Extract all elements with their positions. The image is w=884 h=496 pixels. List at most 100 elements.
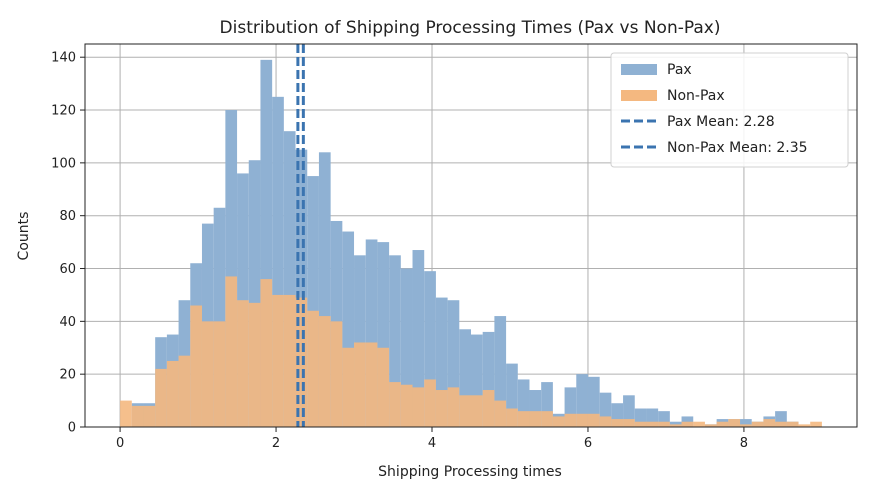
x-tick-label: 0	[116, 436, 124, 451]
x-tick-label: 2	[272, 436, 280, 451]
histogram-bar	[190, 305, 202, 427]
histogram-bar	[623, 395, 635, 427]
histogram-bar	[506, 363, 518, 427]
y-axis-ticks: 0 20 40 60 80 100 120 140	[51, 51, 85, 436]
histogram-bar	[260, 279, 273, 427]
histogram-bar	[681, 416, 694, 427]
histogram-bar	[658, 411, 670, 427]
histogram-bar	[342, 231, 355, 427]
histogram-bar	[166, 360, 179, 427]
histogram-bar	[599, 416, 612, 427]
y-tick-label: 60	[59, 262, 76, 277]
histogram-bar	[365, 342, 378, 427]
histogram-bar	[237, 300, 249, 427]
histogram-bar	[798, 424, 811, 427]
histogram-bar	[120, 400, 132, 427]
histogram-bar	[646, 421, 659, 427]
plot-frame	[84, 43, 858, 428]
histogram-bar	[658, 421, 670, 427]
legend: Pax Non-Pax Pax Mean: 2.28 Non-Pax Mean: 2.…	[610, 52, 849, 168]
histogram-bar	[751, 421, 764, 427]
histogram-bar	[634, 408, 647, 427]
histogram-bar	[412, 250, 425, 427]
legend-swatch	[621, 64, 657, 75]
histogram-bar	[178, 355, 191, 427]
histogram-bar	[786, 421, 799, 427]
y-tick-label: 100	[51, 156, 76, 171]
histogram-bar	[342, 347, 355, 427]
histogram-bar	[459, 329, 471, 427]
x-axis-ticks: 0 2 4 6 8	[116, 427, 748, 451]
legend-label: Non-Pax	[667, 88, 725, 104]
histogram-bar	[447, 387, 460, 427]
histogram-bar	[377, 242, 390, 427]
histogram-bar	[552, 416, 565, 427]
histogram-bar	[471, 334, 483, 427]
x-tick-label: 8	[740, 436, 748, 451]
histogram-bar	[412, 387, 425, 427]
histogram-bar	[576, 413, 588, 427]
histogram-bar	[810, 421, 822, 427]
y-tick-label: 120	[51, 104, 76, 119]
histogram-bar	[646, 408, 659, 427]
histogram-bar	[587, 376, 600, 427]
histogram-bar	[576, 374, 588, 427]
histogram-bar	[213, 321, 226, 427]
histogram-bar	[400, 268, 413, 427]
histogram-bar	[272, 294, 284, 427]
histogram-bar	[506, 408, 518, 427]
histogram-bar	[763, 419, 776, 427]
histogram-bar	[307, 310, 319, 427]
histogram-bar	[587, 413, 600, 427]
histogram-bar	[155, 368, 167, 427]
histogram-bar	[389, 382, 401, 427]
y-tick-label: 80	[59, 209, 76, 224]
histogram-bar	[716, 421, 729, 427]
histogram-bar	[447, 300, 460, 427]
mean-lines	[296, 44, 305, 427]
histogram-bar	[330, 321, 343, 427]
legend-label: Non-Pax Mean: 2.35	[667, 140, 808, 156]
histogram-bar	[529, 390, 542, 427]
histogram-bar	[260, 59, 273, 428]
histogram-bar	[318, 152, 331, 427]
histogram-bar	[201, 321, 214, 427]
histogram-bar	[494, 400, 507, 427]
histogram-bar	[482, 331, 495, 427]
legend-swatch	[621, 90, 657, 101]
histogram-bar	[740, 424, 752, 427]
histogram-bar	[775, 411, 787, 427]
y-axis-label: Counts	[16, 212, 32, 261]
histogram-bar	[248, 302, 261, 427]
histogram-bar	[564, 413, 577, 427]
histogram-bar	[693, 421, 705, 427]
histogram-bar	[681, 421, 694, 427]
histogram-bar	[225, 110, 238, 427]
histogram-bar	[704, 424, 717, 427]
histogram-bar	[248, 160, 261, 427]
histogram-bar	[424, 271, 436, 427]
histogram-bar	[354, 255, 366, 427]
histogram-bar	[318, 316, 331, 427]
y-tick-label: 140	[51, 51, 76, 66]
histogram-bar	[435, 297, 448, 427]
y-tick-label: 20	[59, 368, 76, 383]
histogram-bar	[541, 382, 553, 427]
histogram-bar	[435, 390, 448, 427]
x-tick-label: 6	[584, 436, 592, 451]
x-tick-label: 4	[428, 436, 436, 451]
legend-label: Pax	[667, 62, 692, 78]
histogram-bar	[517, 411, 530, 427]
histogram-bar	[424, 379, 436, 427]
y-tick-label: 40	[59, 315, 76, 330]
histogram-bar	[611, 403, 624, 427]
histogram-bar	[283, 294, 296, 427]
histogram-bar	[143, 405, 156, 427]
histogram-bar	[354, 342, 366, 427]
histogram-bar	[131, 405, 144, 427]
histogram-bar	[775, 421, 787, 427]
histogram-bar	[400, 384, 413, 427]
non-pax-bars	[120, 276, 822, 427]
y-tick-label: 0	[68, 421, 76, 436]
